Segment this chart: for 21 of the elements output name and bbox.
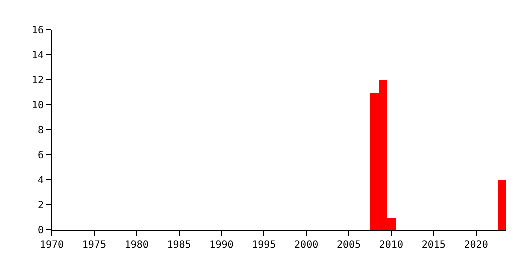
x-tick-label: 2015 xyxy=(422,240,446,251)
x-tick-label: 2005 xyxy=(336,240,362,251)
y-tick-label: 12 xyxy=(32,76,44,86)
x-tick-label: 1990 xyxy=(210,240,234,251)
y-tick-label: 4 xyxy=(38,176,44,186)
x-tick-label: 1995 xyxy=(252,240,276,251)
x-tick-label: 2010 xyxy=(379,240,404,251)
y-tick-label: 10 xyxy=(32,100,44,112)
bar xyxy=(498,180,506,230)
y-tick-label: 14 xyxy=(32,50,44,62)
y-tick-label: 16 xyxy=(32,26,44,36)
x-tick-label: 1975 xyxy=(82,240,106,251)
x-tick-label: 1985 xyxy=(167,240,192,251)
y-tick-label: 0 xyxy=(38,226,44,236)
y-tick-label: 8 xyxy=(38,126,44,136)
x-tick-label: 1980 xyxy=(124,240,149,251)
x-tick-label: 1970 xyxy=(40,240,64,251)
y-tick-label: 2 xyxy=(38,200,44,212)
x-tick-label: 2020 xyxy=(464,240,488,251)
x-tick-label: 2000 xyxy=(294,240,319,251)
y-tick-label: 6 xyxy=(38,150,44,162)
